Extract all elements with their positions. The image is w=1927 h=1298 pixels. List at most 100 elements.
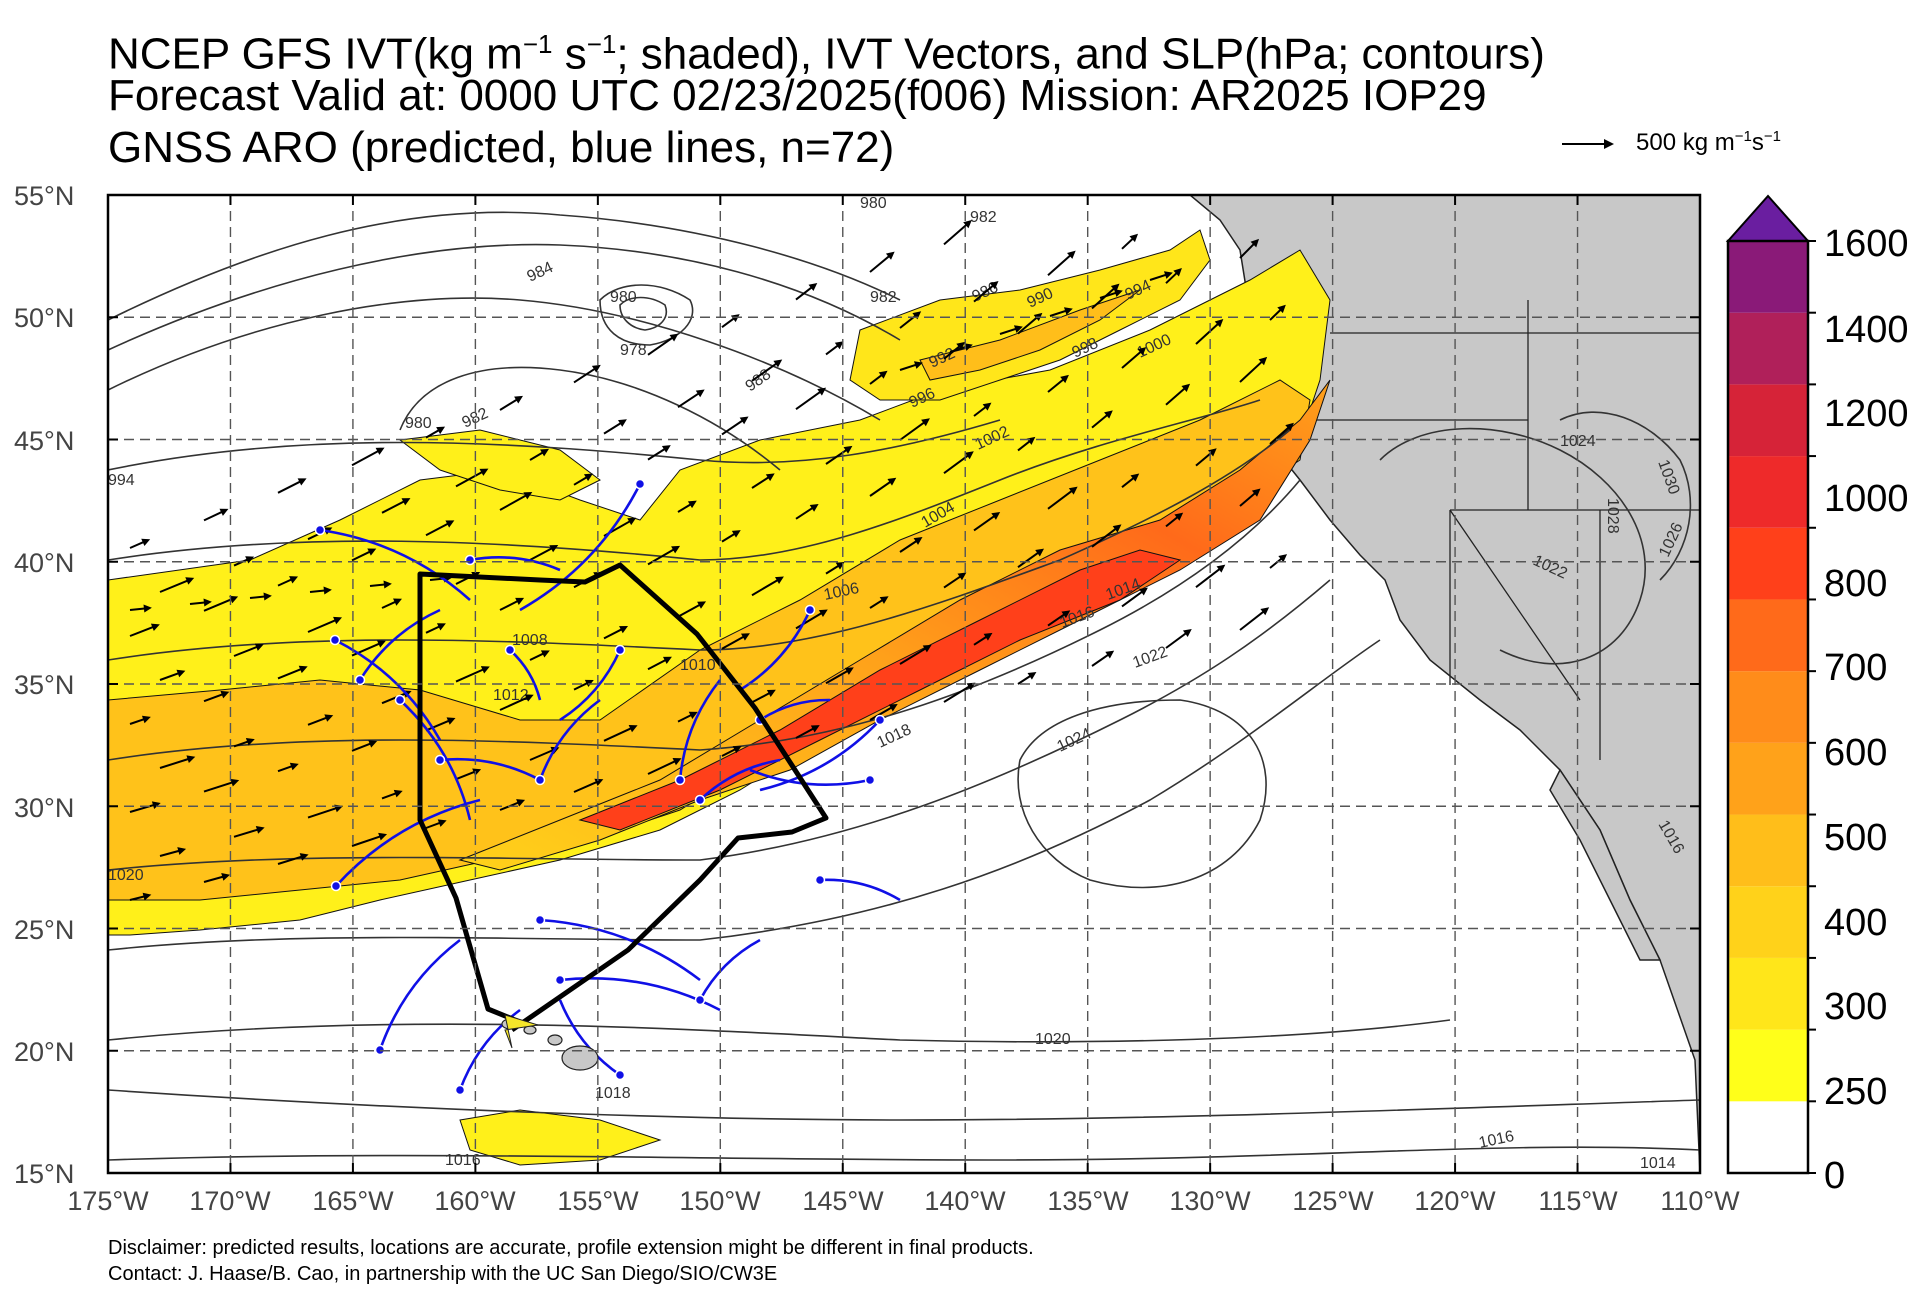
ivt-vector-arrow [129,892,152,901]
ivt-vector-arrow [869,251,895,273]
hawaii-islands [501,1018,599,1071]
ivt-vector-arrow [1195,319,1224,345]
svg-text:978: 978 [620,342,647,359]
disclaimer-text: Disclaimer: predicted results, locations… [108,1237,1034,1259]
lon-label: 110°W [1660,1186,1740,1216]
aro-profile-line [439,757,541,782]
ivt-vector-arrow [1239,238,1260,259]
ivt-vector-arrow [1049,307,1073,317]
lon-label: 140°W [924,1186,1006,1216]
ivt-vector-arrow [129,715,151,725]
aro-profile-line [469,556,561,572]
ivt-vector-arrow [973,281,999,303]
ivt-vector-arrow [1149,271,1173,281]
ivt-vector-arrow [277,576,299,587]
colorbar-tick-label: 400 [1824,902,1887,944]
svg-text:982: 982 [870,289,897,306]
lon-label: 160°W [434,1186,516,1216]
ivt-vector-arrow [751,689,776,704]
aro-profile-endpoint [614,1069,626,1081]
ivt-vector-arrow [573,364,601,384]
aro-profile-endpoint [864,774,876,786]
ivt-vector-arrow [425,717,456,732]
aro-profile-line [759,698,831,722]
ivt-vector-arrow [529,650,550,661]
colorbar-segment [1728,1101,1808,1173]
ivt-vector-arrow [455,666,490,683]
ivt-vector-arrow [1165,268,1182,284]
aro-profile-endpoint [354,674,366,686]
lat-label: 15°N [14,1159,74,1189]
lon-label: 155°W [557,1186,639,1216]
aro-profile-endpoint [694,794,706,806]
ivt-vector-arrow [869,704,898,721]
ivt-vector-arrow [499,694,534,711]
lon-label: 170°W [189,1186,271,1216]
ivt-vector-arrow [277,478,307,494]
ivt-vector-arrow [277,665,308,680]
ivt-vector-arrow [795,282,818,301]
colorbar-segment [1728,671,1808,743]
aro-profile-line [334,638,442,741]
ivt-vector-arrow [573,473,593,486]
ivt-vector-arrow [499,491,533,511]
ivt-vector-arrow [1195,448,1217,467]
ivt-vector-arrow [1165,512,1184,528]
ivt-vector-arrow [647,445,671,461]
ivt-vector-arrow [425,426,446,439]
svg-text:980: 980 [610,289,637,306]
colorbar-segment [1728,742,1808,815]
ivt-vector-arrow [203,595,239,612]
ivt-vector-arrow [1091,410,1113,429]
ivt-vector-arrow [529,544,559,561]
lat-label: 30°N [14,793,74,823]
ivt-vector-arrow [203,873,231,883]
ivt-vector-arrow [1047,374,1069,393]
colorbar-segment [1728,312,1808,385]
ivt-vector-arrow [1099,289,1123,299]
ivt-vector-arrow [233,643,264,657]
colorbar-segment [1728,1029,1808,1102]
aro-profile-endpoint [674,774,686,786]
ivt-vector-arrow [1121,347,1147,369]
aro-profile-endpoint [634,478,646,490]
ivt-vector-arrow [825,445,853,465]
ivt-vector-arrow [869,477,897,497]
ivt-vector-arrow [943,220,972,246]
svg-text:1020: 1020 [108,867,144,884]
colorbar-tick-label: 600 [1824,732,1887,774]
colorbar-tick-label: 1200 [1824,393,1909,435]
aro-profile-endpoint [374,1044,386,1056]
ivt-vector-arrow [795,725,820,739]
aro-profile-line [378,938,461,1051]
ivt-vector-arrow [307,616,343,633]
ivt-vector-arrow [1239,488,1261,507]
ivt-vector-arrow [1121,587,1148,608]
ivt-vector-arrow [189,598,212,607]
aro-profile-line [559,649,622,722]
ivt-vector-arrow [159,577,195,593]
ivt-vector-arrow [369,580,392,589]
lat-label: 55°N [14,181,74,211]
aro-profile-line [539,918,701,982]
ivt-vector-arrow [795,609,828,630]
lat-lon-grid [108,195,1700,1173]
ivt-vector-arrow [825,341,844,356]
ivt-vector-arrow [455,768,482,781]
colorbar-tick-label: 300 [1824,986,1887,1028]
svg-text:1020: 1020 [1035,1031,1071,1048]
ivt-vector-arrow [1121,473,1140,488]
ivt-vector-arrow [973,511,1001,532]
longitude-labels: 175°W 170°W 165°W 160°W 155°W 150°W 145°… [67,1186,1740,1216]
aro-profile-line [358,608,441,681]
svg-text:1016: 1016 [445,1152,481,1169]
ivt-vector-arrow [1121,233,1139,250]
ivt-vector-arrow [1269,554,1288,569]
aro-profile-line [759,719,881,792]
svg-text:980: 980 [405,415,432,432]
svg-text:1010: 1010 [680,657,716,674]
ivt-vector-arrow [973,632,993,646]
colorbar-segment [1728,241,1808,313]
aro-profile-line [558,999,621,1077]
ivt-vector-arrow [381,789,403,800]
